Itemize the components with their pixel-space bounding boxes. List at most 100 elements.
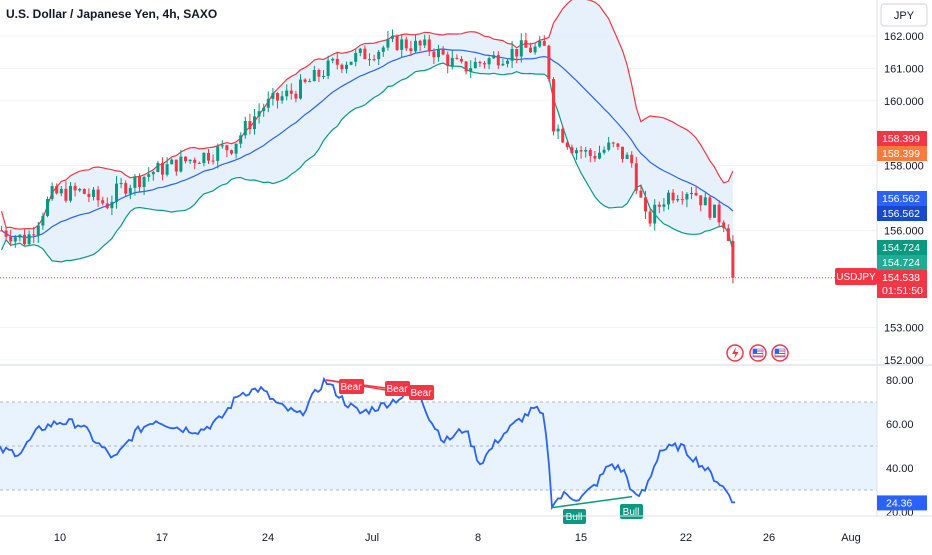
rsi-current-tag [877,495,927,511]
candle-body [524,40,528,48]
candle-body [161,162,164,175]
candle-body [676,199,680,201]
candle-body [276,93,279,101]
candle-body [418,40,422,46]
candle-body [303,79,307,82]
candle-body [694,192,698,196]
time-label: 15 [575,532,587,544]
candle-body [450,57,454,66]
candle-body [23,234,26,245]
bull-divergence-line [551,495,633,509]
candle-body [726,228,730,241]
candle-body [13,237,17,242]
price-tick-label: 158.000 [884,161,924,173]
candle-body [197,162,201,164]
price-tag-bb-lower-2 [877,255,927,270]
candle-body [59,188,63,194]
price-tag-last-price [877,270,927,285]
candle-body [395,36,399,50]
candle-body [64,188,68,201]
candle-body [151,172,155,175]
candle-body [46,198,49,216]
candle-body [82,188,86,194]
bollinger-upper-line [0,0,734,230]
candle-body [621,146,624,159]
price-axis[interactable]: 162.000 161.000 160.000 158.000 156.000 153.0… [884,31,924,367]
candle-body [156,162,160,173]
candle-body [133,176,137,188]
candle-body [358,48,362,54]
candle-body [165,164,169,175]
bear-label [385,381,410,396]
candle-body [510,48,514,61]
candle-body [147,174,151,177]
candle-body [703,197,707,206]
candle-body [368,59,371,61]
candle-body [179,156,183,172]
candle-body [515,48,519,57]
candle-body [340,64,344,70]
candle-body [625,154,629,159]
candle-body [598,152,601,159]
currency-label[interactable]: JPY [894,10,915,22]
time-label: 22 [680,532,692,544]
candle-body [115,183,118,202]
candle-body [611,142,615,144]
time-label: Jul [365,532,379,544]
price-tag-bb-basis-2 [877,206,927,221]
bear-label [409,385,434,400]
candle-body [317,69,321,77]
bull-label-text: Bull [566,512,583,523]
candle-body [602,149,606,153]
candle-body [713,204,716,218]
candle-body [78,188,82,191]
candle-body [363,48,367,60]
price-tag-value: 154.538 [882,272,920,284]
currency-box[interactable] [880,3,928,27]
candle-body [529,47,532,53]
candle-body [138,176,141,187]
candle-body [73,185,77,191]
candle-body [230,150,233,154]
time-axis[interactable]: 10 17 24 Jul 8 15 22 26 Aug [54,532,861,544]
candle-body [69,185,72,201]
candle-body [50,186,54,199]
bear-label-text: Bear [410,388,432,399]
candle-body [722,222,726,229]
candle-body [381,47,385,52]
candle-body [354,53,358,62]
dividend-event-icon[interactable] [726,344,744,362]
price-tag-bb-upper-2 [877,146,927,161]
candle-body [671,192,675,201]
candle-body [639,190,643,198]
countdown-label: 01:51:50 [882,285,923,297]
candle-body [634,163,638,191]
bear-label [339,379,364,394]
candle-body [299,79,302,99]
candle-body [680,199,684,201]
candle-body [437,49,440,58]
price-tag-value: 158.399 [882,133,920,145]
us-flag-event-icon[interactable] [771,344,789,362]
price-tag-value: 154.724 [882,242,920,254]
candle-body [262,107,266,112]
candle-body [630,154,634,164]
candle-body [690,192,693,194]
candle-body [496,55,500,66]
candle-body [55,186,59,194]
candle-body [391,36,394,39]
candle-body [331,58,335,61]
candle-body [542,40,546,46]
candle-body [386,38,390,48]
candle-body [27,234,31,245]
candle-body [174,159,178,172]
candle-body [216,146,220,161]
candle-body [193,159,197,163]
us-flag-event-icon[interactable] [749,344,767,362]
candle-body [326,60,330,76]
bollinger-basis-line [1,48,734,239]
rsi-tick-label: 80.00 [886,375,914,387]
candle-body [211,160,215,162]
